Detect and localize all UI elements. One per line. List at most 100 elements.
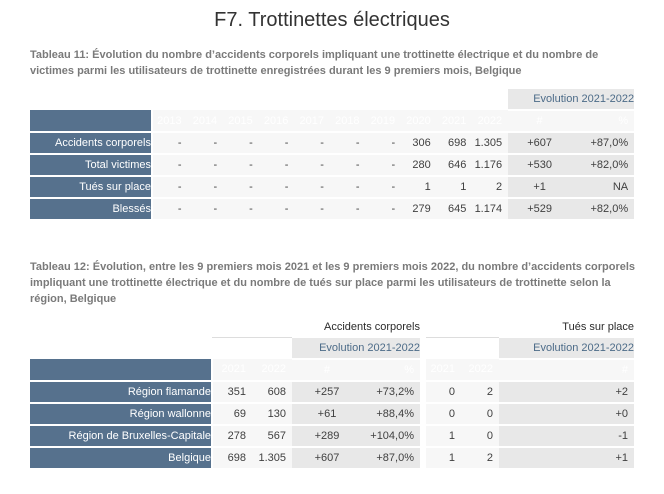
evolution-header-row: Evolution 2021-2022 xyxy=(30,89,635,111)
table-row: Région wallonne 69 130 +61 +88,4% 0 0 +0 xyxy=(30,402,635,426)
row-label: Blessés xyxy=(30,198,153,221)
spacer xyxy=(420,317,426,338)
col-tues-2021: 2021 xyxy=(426,358,461,382)
col-acc-percent: % xyxy=(362,358,420,382)
column-header-row: 2021 2022 # % 2021 2022 # xyxy=(30,358,635,382)
cell-evolution-number: +0 xyxy=(499,402,635,426)
corner-cell xyxy=(30,358,213,382)
cell: 646 xyxy=(436,154,473,177)
col-percent: % xyxy=(571,110,635,133)
col-2019: 2019 xyxy=(365,110,402,133)
col-2021: 2021 xyxy=(436,110,473,133)
cell: - xyxy=(329,198,366,221)
spacer xyxy=(30,89,509,110)
cell: - xyxy=(187,176,224,199)
cell: 0 xyxy=(426,380,461,404)
cell-evolution-percent: NA xyxy=(571,176,635,199)
cell: 1.305 xyxy=(472,132,509,155)
cell: 567 xyxy=(252,424,292,448)
table-row: Accidents corporels - - - - - - - 306 69… xyxy=(30,132,635,155)
cell: 1.176 xyxy=(472,154,509,177)
cell: 698 xyxy=(436,132,473,155)
cell: - xyxy=(223,132,259,155)
table11-caption: Tableau 11: Évolution du nombre d’accide… xyxy=(30,49,599,77)
cell-evolution-percent: +73,2% xyxy=(362,380,420,404)
cell-evolution-number: +607 xyxy=(292,446,362,470)
cell: 1 xyxy=(401,176,437,199)
col-acc-number: # xyxy=(292,358,362,382)
cell: - xyxy=(294,198,330,221)
cell: - xyxy=(223,198,259,221)
row-label: Région wallonne xyxy=(30,402,213,426)
cell-evolution-percent: +87,0% xyxy=(362,446,420,470)
cell-evolution-percent: +82,0% xyxy=(571,154,635,177)
col-acc-2021: 2021 xyxy=(212,358,252,382)
spacer xyxy=(30,337,212,359)
page-title: F7. Trottinettes électriques xyxy=(214,9,450,31)
cell-evolution-number: +289 xyxy=(292,424,362,448)
col-2016: 2016 xyxy=(258,110,295,133)
evolution-header-tues: Evolution 2021-2022 xyxy=(499,337,635,360)
table-row: Belgique 698 1.305 +607 +87,0% 1 2 +1 xyxy=(30,446,635,470)
cell: - xyxy=(294,176,330,199)
cell: - xyxy=(329,154,366,177)
cell: 280 xyxy=(401,154,437,177)
cell: 306 xyxy=(401,132,437,155)
cell: 130 xyxy=(252,402,292,426)
evolution-header: Evolution 2021-2022 xyxy=(508,89,635,111)
col-2014: 2014 xyxy=(187,110,224,133)
evolution-header-row: Evolution 2021-2022 Evolution 2021-2022 xyxy=(30,337,635,360)
cell: - xyxy=(223,176,259,199)
cell: 2 xyxy=(472,176,509,199)
cell: 0 xyxy=(426,402,461,426)
spacer xyxy=(426,337,499,359)
column-header-row: 2013 2014 2015 2016 2017 2018 2019 2020 … xyxy=(30,110,635,133)
cell: 0 xyxy=(461,402,499,426)
cell: 645 xyxy=(436,198,473,221)
row-label: Accidents corporels xyxy=(30,132,153,155)
cell: 1 xyxy=(436,176,473,199)
col-tues-2022: 2022 xyxy=(461,358,499,382)
group-divider xyxy=(420,402,426,426)
cell-evolution-number: +257 xyxy=(292,380,362,404)
col-number: # xyxy=(508,110,572,133)
cell: 1 xyxy=(426,424,461,448)
col-acc-2022: 2022 xyxy=(252,358,292,382)
cell-evolution-percent: +88,4% xyxy=(362,402,420,426)
cell: - xyxy=(152,198,188,221)
table12-caption: Tableau 12: Évolution, entre les 9 premi… xyxy=(30,261,636,305)
cell: - xyxy=(258,154,295,177)
group-divider xyxy=(420,446,426,470)
cell-evolution-percent: +82,0% xyxy=(571,198,635,221)
col-2022: 2022 xyxy=(472,110,509,133)
cell: 1.305 xyxy=(252,446,292,470)
table-row: Total victimes - - - - - - - 280 646 1.1… xyxy=(30,154,635,177)
cell: 2 xyxy=(461,446,499,470)
cell: - xyxy=(294,132,330,155)
col-2017: 2017 xyxy=(294,110,330,133)
evolution-header-accidents: Evolution 2021-2022 xyxy=(292,337,420,360)
cell-evolution-number: +530 xyxy=(508,154,572,177)
cell: 279 xyxy=(401,198,437,221)
cell-evolution-number: +61 xyxy=(292,402,362,426)
col-2020: 2020 xyxy=(401,110,437,133)
cell: - xyxy=(223,154,259,177)
spacer xyxy=(420,337,426,359)
cell-evolution-number: +1 xyxy=(508,176,572,199)
cell: - xyxy=(152,154,188,177)
cell-evolution-number: +529 xyxy=(508,198,572,221)
cell: - xyxy=(152,176,188,199)
group-divider xyxy=(420,358,426,382)
table-row: Tués sur place - - - - - - - 1 1 2 +1 NA xyxy=(30,176,635,199)
cell: - xyxy=(258,198,295,221)
group-accidents-corporels: Accidents corporels xyxy=(212,317,420,338)
cell: 608 xyxy=(252,380,292,404)
group-divider xyxy=(420,424,426,448)
group-tues-sur-place: Tués sur place xyxy=(426,317,635,338)
cell: - xyxy=(329,176,366,199)
spacer xyxy=(212,337,292,359)
cell: 698 xyxy=(212,446,252,470)
row-label: Belgique xyxy=(30,446,213,470)
col-tues-number: # xyxy=(499,358,635,382)
cell: - xyxy=(152,132,188,155)
